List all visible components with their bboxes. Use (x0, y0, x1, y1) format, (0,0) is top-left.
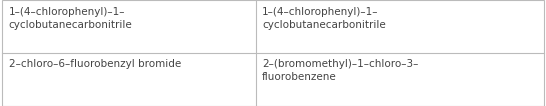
Text: 1–(4–chlorophenyl)–1–
cyclobutanecarbonitrile: 1–(4–chlorophenyl)–1– cyclobutanecarboni… (262, 7, 386, 30)
Text: 1–(4–chlorophenyl)–1–
cyclobutanecarbonitrile: 1–(4–chlorophenyl)–1– cyclobutanecarboni… (9, 7, 133, 30)
Text: 2–(bromomethyl)–1–chloro–3–
fluorobenzene: 2–(bromomethyl)–1–chloro–3– fluorobenzen… (262, 59, 418, 82)
Text: 2–chloro–6–fluorobenzyl bromide: 2–chloro–6–fluorobenzyl bromide (9, 59, 181, 69)
